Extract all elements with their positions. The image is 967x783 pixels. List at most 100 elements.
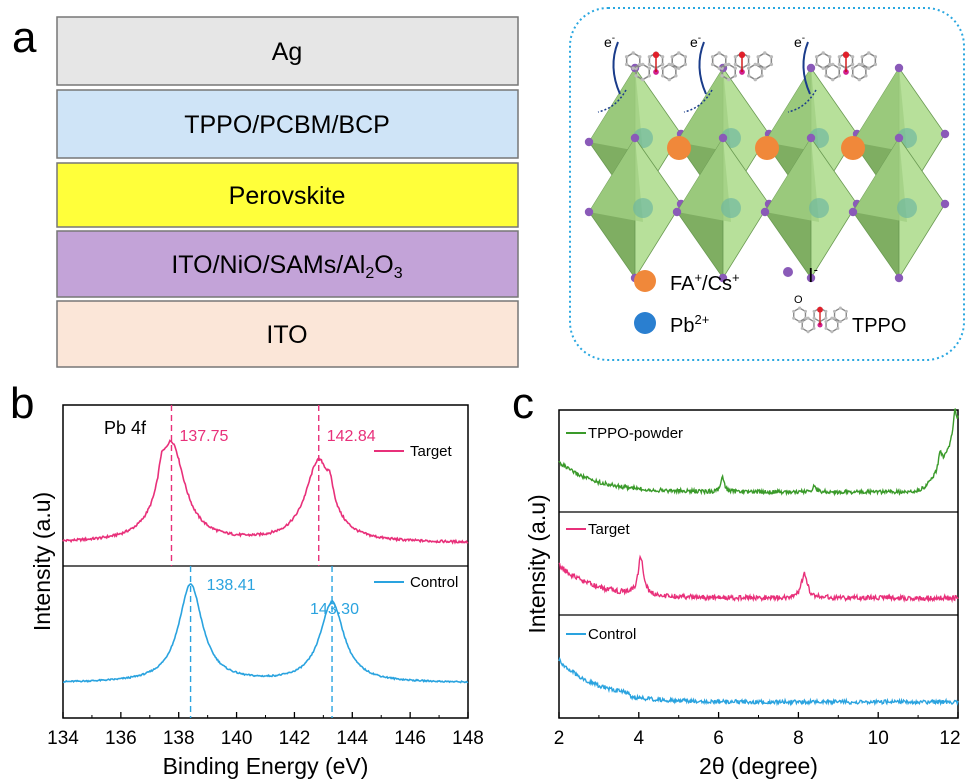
legend-iodide-label: I- [808, 262, 818, 287]
iodide-atom [806, 273, 816, 283]
panel-label-c: c [512, 379, 534, 428]
legend-lead-icon [634, 312, 656, 334]
electron-label: e- [604, 33, 615, 50]
x-tick-label-b: 138 [163, 728, 195, 749]
panel-label-a: a [12, 13, 37, 62]
tppo-molecule [710, 51, 774, 82]
x-axis-title-b: Binding Energy (eV) [163, 753, 369, 779]
iodide-atom [584, 207, 594, 217]
stack-layer-label-0: Ag [272, 38, 303, 66]
perovskite-structure: e-e-e- FA+/Cs+ I- Pb2+ O TPPO [569, 7, 965, 361]
stack-layer-label-2: Perovskite [229, 182, 346, 210]
x-tick-label-b: 146 [394, 728, 426, 749]
cation-atom [667, 136, 691, 160]
peak-label: 138.41 [207, 577, 256, 594]
stack-layer-2 [56, 162, 519, 228]
peak-label: 142.84 [327, 428, 376, 445]
iodide-atom [760, 207, 770, 217]
legend-tppo-icon [792, 306, 848, 334]
octahedron [760, 133, 862, 283]
legend-cation-icon [634, 270, 656, 292]
legend-label: Target [410, 443, 453, 460]
series-line-target [558, 554, 959, 604]
legend-tppo-oxygen: O [794, 294, 803, 306]
stack-layer-4 [56, 300, 519, 368]
x-tick-label-c: 8 [793, 728, 804, 749]
iodide-atom [940, 199, 950, 209]
plot-frame-b [62, 404, 469, 719]
legend-label: Target [588, 521, 631, 538]
x-tick-label-b: 136 [105, 728, 137, 749]
iodide-atom [718, 133, 728, 143]
iodide-atom [894, 273, 904, 283]
cation-atom [755, 136, 779, 160]
y-axis-title-c: Intensity (a.u) [524, 494, 550, 633]
stack-layer-label-3: ITO/NiO/SAMs/Al2O3 [171, 251, 402, 282]
electron-label: e- [690, 33, 701, 50]
iodide-atom [718, 273, 728, 283]
stack-layer-label-4: ITO [266, 321, 307, 349]
stack-layer-0 [56, 16, 519, 86]
iodide-atom [806, 63, 816, 73]
peak-label: 137.75 [179, 428, 228, 445]
series-line-control [558, 656, 959, 707]
iodide-atom [806, 133, 816, 143]
iodide-atom [940, 129, 950, 139]
x-tick-label-c: 10 [868, 728, 889, 749]
tppo-molecule [814, 51, 878, 82]
iodide-atom [630, 133, 640, 143]
x-tick-label-b: 142 [279, 728, 311, 749]
octahedra-lattice [584, 63, 950, 283]
cation-atom [841, 136, 865, 160]
legend-label: Control [410, 574, 458, 591]
electron-path [698, 41, 707, 95]
iodide-atom [894, 63, 904, 73]
series-line-target [62, 439, 469, 545]
legend-tppo-label: TPPO [852, 315, 906, 337]
x-tick-label-b: 134 [47, 728, 79, 749]
x-tick-label-c: 2 [554, 728, 565, 749]
x-tick-label-c: 6 [713, 728, 724, 749]
octahedron [584, 133, 686, 283]
xps-chart: 134 136 138 140 142 144 146 148 Binding Energy (… [29, 404, 484, 779]
tppo-molecule [624, 51, 688, 82]
x-tick-label-c: 4 [634, 728, 645, 749]
iodide-atom [894, 133, 904, 143]
stack-layer-3 [56, 230, 519, 298]
x-tick-label-c: 12 [939, 728, 960, 749]
peak-label: 143.30 [310, 601, 359, 618]
legend-label: TPPO-powder [588, 425, 683, 442]
lead-atom [721, 198, 741, 218]
series-line-tppo-powder [558, 408, 959, 497]
tppo-molecules: e-e-e- [597, 33, 878, 113]
series-line-control [62, 583, 469, 684]
stack-layer-label-1: TPPO/PCBM/BCP [184, 111, 390, 139]
legend-label: Control [588, 626, 636, 643]
electron-path [802, 41, 811, 95]
plot-frame-c [558, 409, 959, 719]
legend-lead-label: Pb2+ [670, 312, 709, 337]
structure-frame [569, 7, 965, 361]
iodide-atom [584, 137, 594, 147]
iodide-atom [848, 207, 858, 217]
legend-cation-label: FA+/Cs+ [670, 270, 740, 295]
device-stack: Ag TPPO/PCBM/BCP Perovskite ITO/NiO/SAMs/Al… [56, 16, 519, 368]
octahedron [672, 133, 774, 283]
lead-atom [897, 198, 917, 218]
iodide-atom [672, 207, 682, 217]
annotation-pb4f: Pb 4f [104, 418, 147, 438]
electron-path [612, 41, 621, 95]
xrd-chart: 2 4 6 8 10 12 2θ (degree) Intensity (a.u) TPPO-p… [524, 408, 961, 779]
lead-atom [633, 198, 653, 218]
x-tick-label-b: 140 [221, 728, 253, 749]
panel-label-b: b [10, 379, 34, 428]
y-axis-title-b: Intensity (a.u) [29, 492, 55, 631]
tppo-molecule [792, 306, 848, 334]
legend-iodide-icon [783, 267, 793, 277]
lead-atom [809, 198, 829, 218]
electron-label: e- [794, 33, 805, 50]
stack-layer-1 [56, 89, 519, 159]
x-tick-label-b: 148 [452, 728, 484, 749]
octahedron [848, 133, 950, 283]
